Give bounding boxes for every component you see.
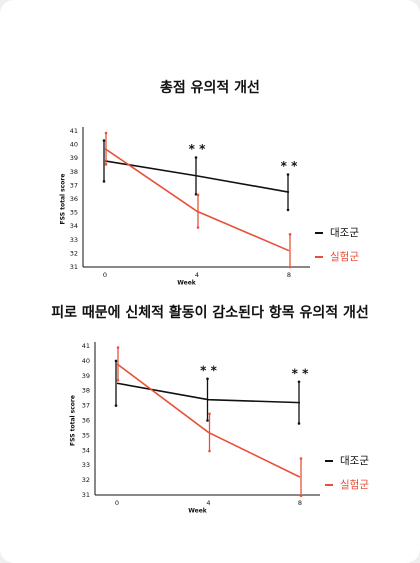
y-tick-label: 36 — [82, 417, 90, 425]
y-tick-label: 35 — [70, 209, 78, 217]
error-cap — [208, 449, 211, 453]
error-cap — [194, 192, 198, 196]
error-cap — [104, 131, 108, 135]
y-tick-label: 38 — [82, 387, 90, 395]
y-tick-label: 33 — [70, 236, 78, 244]
x-tick-label: 4 — [206, 499, 210, 507]
error-cap — [299, 457, 303, 460]
y-tick-label: 37 — [70, 181, 78, 189]
x-tick-label: 4 — [195, 271, 199, 279]
y-tick-label: 41 — [70, 127, 78, 135]
error-cap — [206, 377, 209, 381]
y-tick-label: 33 — [82, 461, 90, 469]
y-tick-label: 41 — [82, 342, 90, 350]
annotation: * * — [281, 159, 298, 173]
series-line — [116, 382, 301, 404]
annotation: * * — [292, 366, 309, 380]
error-cap — [114, 404, 118, 407]
y-tick-label: 36 — [70, 195, 78, 203]
error-cap — [104, 163, 108, 166]
error-cap — [297, 380, 301, 384]
y-axis-title: FSS total score — [70, 395, 77, 446]
chart-title: 총점 유의적 개선 — [160, 79, 260, 96]
chart-title: 피로 때문에 신체적 활동이 감소된다 항목 유의적 개선 — [51, 304, 368, 321]
y-tick-label: 35 — [82, 431, 90, 439]
y-tick-label: 39 — [70, 154, 78, 162]
y-tick-label: 40 — [82, 357, 90, 365]
error-cap — [116, 378, 120, 382]
y-tick-label: 34 — [82, 446, 90, 454]
y-tick-label: 31 — [82, 491, 90, 499]
error-cap — [286, 208, 290, 212]
legend-label: 실험군 — [330, 251, 359, 263]
error-cap — [297, 422, 301, 425]
x-tick-label: 0 — [103, 271, 107, 279]
error-cap — [102, 180, 106, 183]
error-cap — [288, 265, 292, 269]
y-tick-label: 37 — [82, 402, 90, 410]
legend-label: 대조군 — [330, 227, 359, 239]
error-cap — [102, 139, 106, 142]
error-cap — [286, 173, 290, 176]
error-cap — [288, 233, 292, 236]
annotation: * * — [189, 142, 206, 156]
y-tick-label: 34 — [70, 222, 78, 230]
y-tick-label: 39 — [82, 372, 90, 380]
x-axis-title: Week — [188, 508, 208, 515]
error-cap — [114, 359, 118, 363]
error-cap — [196, 193, 200, 197]
y-axis-title: FSS total score — [60, 174, 67, 225]
y-tick-label: 40 — [70, 141, 78, 149]
series-line — [104, 148, 290, 252]
y-tick-label: 32 — [82, 476, 90, 484]
error-cap — [206, 419, 209, 422]
annotation: * * — [200, 363, 217, 377]
error-cap — [194, 156, 198, 159]
x-tick-label: 8 — [287, 271, 291, 279]
x-axis-title: Week — [177, 280, 197, 287]
y-tick-label: 38 — [70, 168, 78, 176]
legend-label: 대조군 — [340, 455, 369, 467]
error-cap — [208, 412, 211, 416]
legend-label: 실험군 — [340, 479, 369, 491]
series-line — [104, 160, 290, 193]
y-tick-label: 32 — [70, 249, 78, 257]
y-tick-label: 31 — [70, 263, 78, 271]
error-cap — [196, 226, 200, 229]
error-cap — [299, 494, 303, 498]
x-tick-label: 8 — [298, 499, 302, 507]
series-line — [116, 363, 301, 478]
x-tick-label: 0 — [115, 499, 119, 507]
error-cap — [116, 346, 120, 349]
